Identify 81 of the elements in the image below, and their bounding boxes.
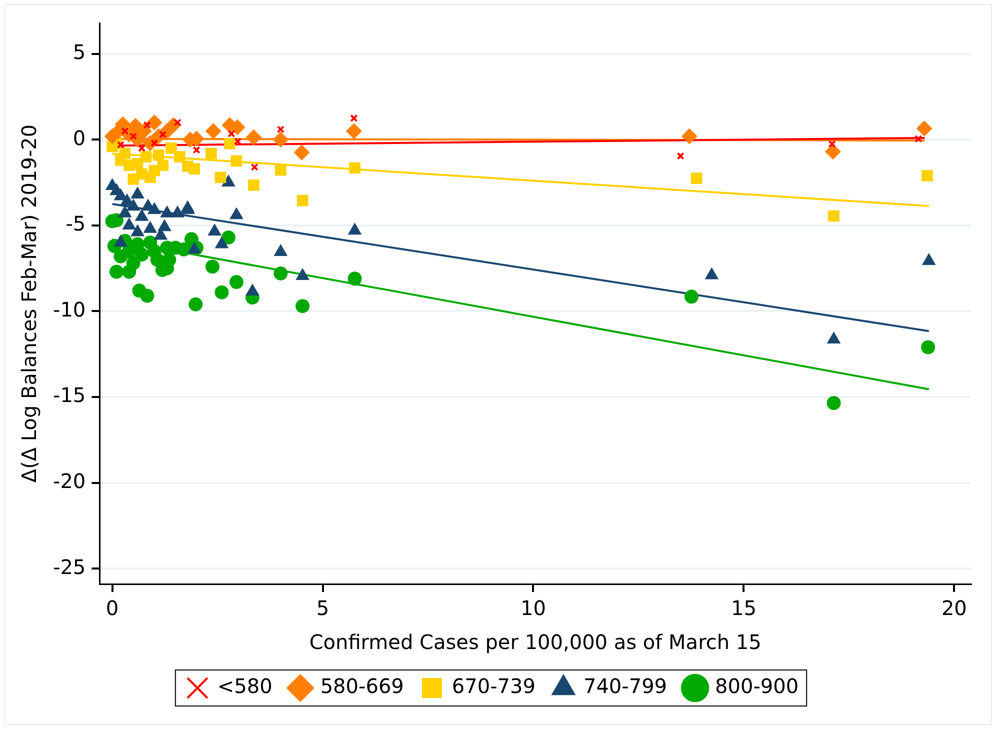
point: [676, 152, 684, 160]
point: [828, 140, 836, 148]
point: [140, 151, 152, 162]
point: [250, 163, 258, 171]
point: [138, 144, 146, 152]
point: [296, 194, 308, 206]
point: [116, 140, 125, 149]
point: [150, 139, 158, 147]
point: [916, 120, 932, 137]
point: [176, 242, 191, 256]
point: [134, 248, 149, 262]
legend-label: 580-669: [320, 674, 404, 698]
point: [229, 275, 244, 290]
point: [824, 144, 841, 160]
point: [152, 149, 164, 161]
point: [922, 170, 933, 182]
point: [246, 129, 262, 146]
point: [132, 284, 146, 298]
point: [146, 114, 162, 131]
point: [296, 299, 310, 314]
y-tick-label: 5: [72, 40, 86, 64]
point: [221, 230, 236, 244]
x-tick-label: 15: [730, 596, 756, 620]
point: [214, 172, 226, 184]
point: [182, 160, 194, 172]
point: [174, 151, 186, 162]
y-tick-label: 0: [72, 126, 86, 150]
point: [132, 158, 144, 170]
legend-label: 800-900: [715, 674, 799, 698]
x-tick-label: 10: [520, 596, 546, 620]
point: [681, 128, 698, 144]
point: [234, 138, 242, 146]
y-tick-label: -15: [52, 383, 86, 408]
point: [684, 290, 698, 304]
point: [275, 164, 286, 176]
point: [274, 266, 288, 280]
point: [914, 134, 922, 143]
x-axis-title: Confirmed Cases per 100,000 as of March 15: [309, 630, 762, 654]
point: [188, 297, 203, 312]
point: [248, 179, 260, 191]
y-tick-label: -10: [52, 297, 86, 322]
point: [348, 272, 362, 286]
point: [828, 210, 840, 222]
y-tick-label: -25: [52, 554, 86, 579]
point: [349, 162, 360, 174]
point: [110, 264, 124, 279]
point: [147, 244, 162, 258]
y-axis-title: Δ(Δ Log Balances Feb-Mar) 2019-20: [17, 124, 42, 483]
point: [122, 264, 136, 279]
point: [276, 126, 284, 134]
point: [136, 123, 152, 140]
point: [144, 172, 156, 184]
point: [143, 121, 152, 129]
point: [192, 146, 200, 154]
x-tick-label: 5: [316, 596, 330, 620]
legend-label: 670-739: [452, 674, 536, 698]
point: [205, 123, 222, 140]
point: [272, 132, 289, 148]
point: [166, 142, 177, 154]
point: [130, 132, 138, 140]
point: [346, 123, 362, 140]
point: [119, 148, 131, 160]
point: [224, 138, 236, 150]
point: [206, 148, 217, 160]
point: [228, 130, 236, 138]
point: [921, 340, 936, 354]
point: [826, 396, 841, 410]
y-tick-label: -20: [52, 468, 86, 493]
point: [157, 160, 168, 172]
legend-label: 740-799: [583, 674, 668, 698]
point: [350, 114, 358, 122]
point: [294, 144, 310, 161]
y-tick-label: -5: [66, 212, 86, 236]
x-tick-label: 20: [941, 596, 967, 620]
x-tick-label: 0: [106, 596, 119, 620]
point: [690, 172, 702, 184]
point: [230, 155, 242, 167]
legend-label: <580: [217, 674, 272, 698]
point: [214, 285, 229, 300]
point: [205, 260, 220, 274]
point: [162, 252, 176, 267]
